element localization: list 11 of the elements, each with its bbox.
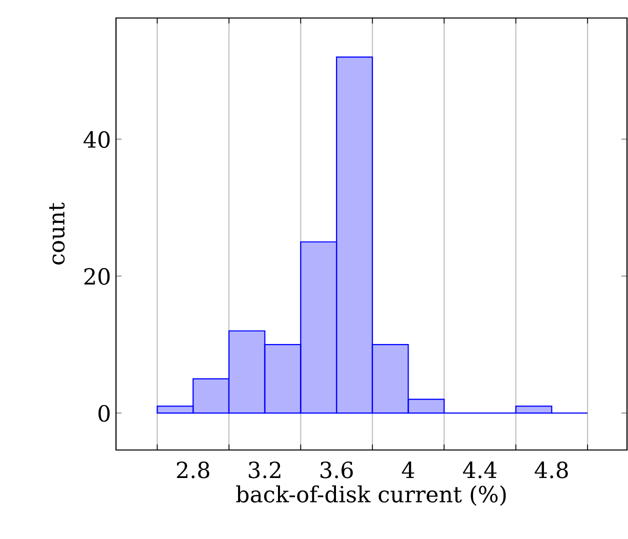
- x-tick-label: 4: [402, 462, 414, 478]
- x-tick-label: 4.4: [462, 462, 497, 478]
- y-tick-label: 40: [84, 131, 110, 148]
- x-tick-label: 4.8: [534, 462, 568, 478]
- y-tick-label: 20: [84, 268, 110, 285]
- x-tick-label: 2.8: [176, 462, 210, 478]
- x-tick-label: 3.6: [320, 462, 353, 478]
- y-tick-label: 0: [98, 404, 110, 422]
- x-tick-label: 3.2: [248, 462, 280, 478]
- x-axis-title: back-of-disk current (%): [236, 485, 506, 506]
- y-axis-title: count: [49, 202, 65, 265]
